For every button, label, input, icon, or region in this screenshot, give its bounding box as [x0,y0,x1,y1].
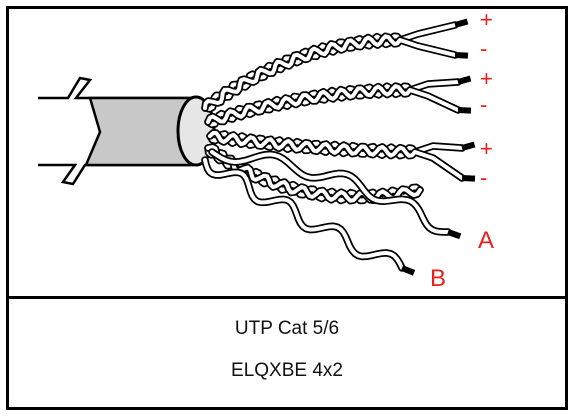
polarity-plus-1: + [480,7,493,32]
diagram-border [6,6,568,410]
cable-type-caption: UTP Cat 5/6 [235,318,339,339]
polarity-minus-2: - [480,92,487,117]
polarity-minus-3: - [480,165,487,190]
wire-a-tip [447,229,462,240]
wire-2-tip-b [457,107,472,114]
wire-1-tip-b [454,52,469,59]
wire-label-a: A [478,227,494,254]
wire-3-tip-b [461,175,476,182]
jacket [84,96,194,167]
model-caption: ELQXBE 4x2 [231,360,343,381]
wire-2-tip-a [457,75,472,85]
wire-6-drain-b [203,158,404,270]
polarity-minus-1: - [480,36,487,61]
wire-2-conductor-b [206,84,460,124]
wire-3-tip-a [461,141,476,151]
wire-b-tip [400,265,416,276]
polarity-plus-2: + [480,66,493,91]
twisted-pairs [201,18,476,276]
wire-3-conductor-b [208,130,464,180]
wire-label-b: B [430,265,446,292]
polarity-plus-3: + [480,136,493,161]
wire-1-conductor-b [203,34,457,110]
wire-5-drain-a [210,150,450,234]
wire-1-tip-a [454,18,469,28]
